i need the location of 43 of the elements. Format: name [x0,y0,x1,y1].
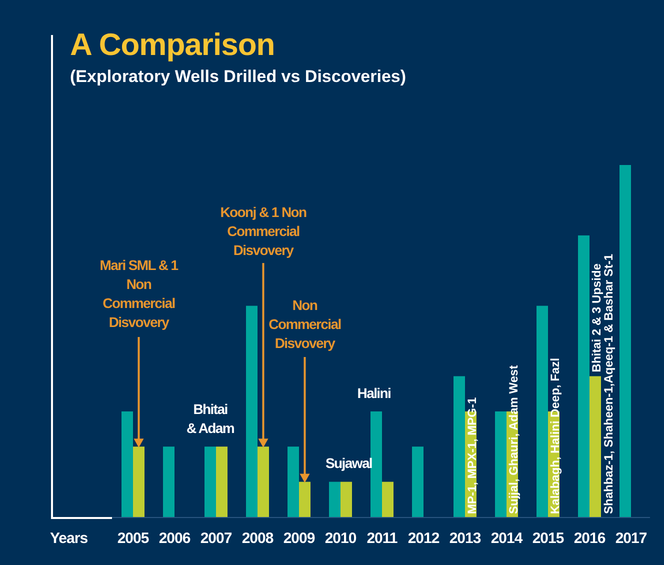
x-tick-label: 2016 [574,530,606,547]
bar [246,306,258,517]
x-tick-label: 2013 [449,530,481,547]
annotation: Bhitai 2 & 3 Upside [589,263,604,372]
bar [536,306,548,517]
x-tick-label: 2010 [324,530,356,547]
bar [578,235,590,517]
x-tick-label: 2015 [532,530,564,547]
chart-title: A Comparison [70,27,275,62]
x-tick-label: 2017 [615,530,647,547]
x-tick-label: 2009 [283,530,315,547]
annotation: Mari SML & 1 Non Commercial Disvovery [100,257,179,330]
annotation: Kalabagh, Halini Deep, Fazl [548,358,562,514]
annotation: Sujawal [325,455,372,471]
bar [204,446,216,517]
x-tick-label: 2011 [366,530,398,547]
annotation: Bhitai & Adam [186,401,234,436]
bar [329,482,340,517]
bar [122,411,133,517]
bar [620,165,631,517]
bar [382,482,394,517]
bar [412,446,424,517]
x-tick-label: 2014 [490,530,524,547]
x-axis-title: Years [50,530,88,547]
bar [340,482,352,517]
bar [370,411,382,517]
x-tick-label: 2005 [117,530,149,547]
annotation: Sujjal, Ghauri, Adam West [506,365,520,514]
annotation: Halini [357,385,391,401]
annotation: Koonj & 1 Non Commercial Disvovery [220,204,307,258]
annotation: Non Commercial Disvovery [268,297,341,351]
bar [495,411,506,517]
x-tick-label: 2012 [408,530,440,547]
bar [163,446,174,517]
bar [288,446,299,517]
bar [216,446,228,517]
x-tick-label: 2006 [158,530,190,547]
x-tick-label: 2008 [242,530,274,547]
chart-subtitle: (Exploratory Wells Drilled vs Discoveries) [70,67,406,86]
annotation: MP-1, MPX-1, MPG-1 [464,396,479,514]
bar [590,376,601,517]
bar [454,376,465,517]
x-tick-label: 2007 [200,530,232,547]
